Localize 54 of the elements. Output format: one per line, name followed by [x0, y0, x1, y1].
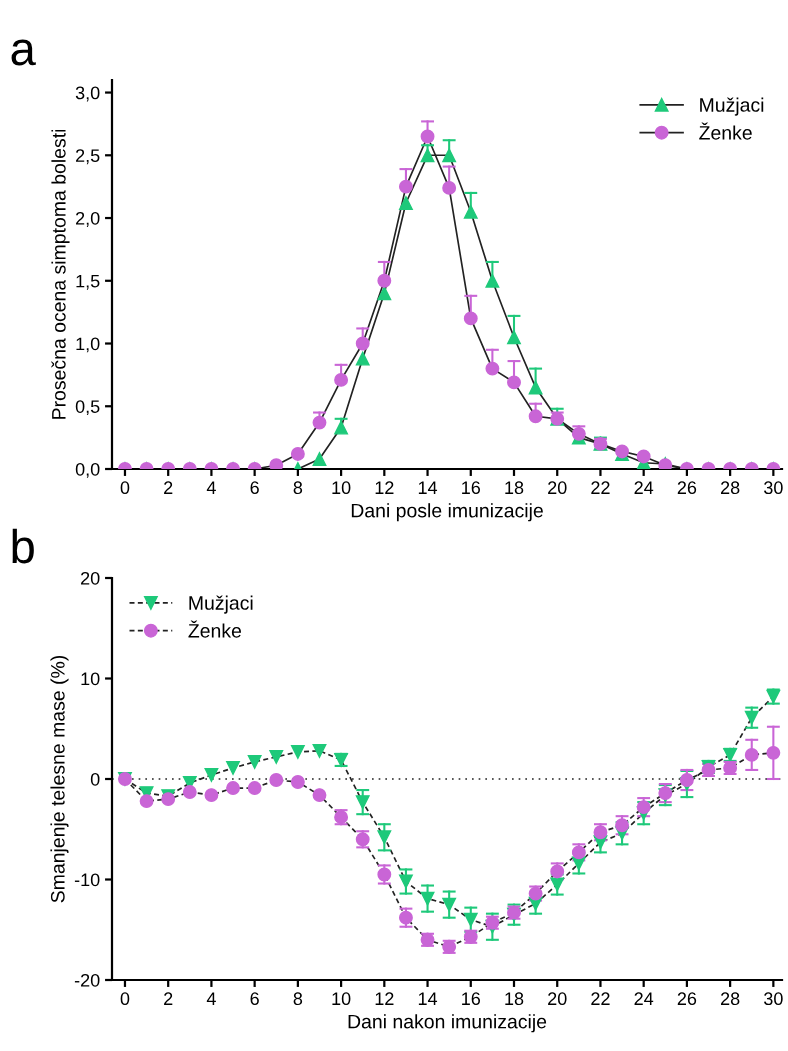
- y-tick-label: 0,5: [75, 400, 100, 416]
- x-tick-label: 8: [293, 481, 303, 495]
- y-tick-label: -20: [74, 973, 100, 987]
- y-tick-label: 2,5: [76, 149, 100, 165]
- x-tick-label: 26: [677, 992, 697, 1006]
- x-tick-label: 18: [505, 992, 524, 1006]
- x-tick-label: 0: [120, 992, 130, 1006]
- x-tick-label: 6: [250, 481, 259, 495]
- x-tick-label: 16: [462, 992, 481, 1006]
- x-tick-label: 12: [375, 992, 394, 1005]
- x-tick-label: 24: [634, 992, 654, 1005]
- y-tick-label: 2,0: [76, 211, 100, 227]
- y-tick-label: -10: [74, 873, 100, 887]
- x-tick-label: 2: [164, 992, 173, 1005]
- x-tick-label: 26: [677, 481, 697, 495]
- y-tick-label: 1,5: [76, 274, 100, 290]
- x-tick-label: 20: [548, 992, 567, 1006]
- legend-label: Mužjaci: [700, 97, 764, 116]
- x-tick-label: 24: [634, 481, 654, 494]
- x-tick-label: 4: [206, 481, 216, 494]
- x-tick-label: 14: [418, 992, 438, 1005]
- x-tick-label: 4: [206, 992, 216, 1005]
- x-tick-label: 6: [250, 992, 259, 1006]
- x-tick-label: 16: [462, 481, 481, 495]
- x-tick-label: 10: [332, 481, 351, 495]
- text: a: [11, 39, 36, 66]
- x-tick-label: 0: [120, 481, 130, 495]
- y-tick-label: 0,0: [75, 462, 100, 478]
- x-tick-label: 2: [164, 481, 173, 494]
- legend-label: Ženke: [699, 122, 752, 140]
- y-tick-label: 1,0: [76, 337, 100, 353]
- x-tick-label: 30: [764, 992, 783, 1006]
- x-axis-title: Dani nakon imunizacije: [348, 1014, 547, 1033]
- legend-label: Mužjaci: [189, 595, 253, 614]
- x-tick-label: 28: [721, 992, 740, 1006]
- y-tick-label: 3,0: [75, 86, 100, 102]
- text: b: [12, 528, 34, 564]
- y-axis-title: Prosečna ocena simptoma bolesti: [51, 129, 70, 419]
- x-tick-label: 22: [591, 992, 610, 1005]
- x-tick-label: 18: [505, 481, 524, 495]
- x-tick-label: 10: [332, 992, 351, 1006]
- x-tick-label: 12: [375, 481, 394, 494]
- x-tick-label: 28: [721, 481, 740, 495]
- x-tick-label: 14: [418, 481, 438, 494]
- legend-label: Ženke: [188, 620, 242, 638]
- x-axis-title: Dani posle imunizacije: [351, 503, 543, 522]
- x-tick-label: 22: [591, 481, 610, 494]
- x-tick-label: 30: [764, 481, 783, 495]
- x-tick-label: 20: [548, 481, 567, 495]
- x-tick-label: 8: [293, 992, 303, 1006]
- y-tick-label: 10: [81, 672, 100, 686]
- y-axis-title: Smanjenje telesne mase (%): [50, 655, 69, 903]
- y-tick-label: 20: [81, 571, 100, 585]
- y-tick-label: 0: [90, 772, 100, 786]
